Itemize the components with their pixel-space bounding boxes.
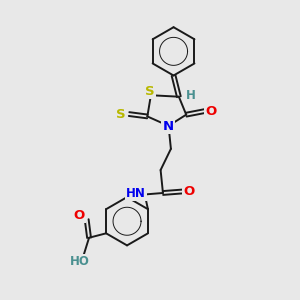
Text: HO: HO bbox=[70, 255, 90, 268]
Text: O: O bbox=[205, 105, 217, 118]
Text: S: S bbox=[145, 85, 154, 98]
Text: HN: HN bbox=[126, 187, 146, 200]
Text: H: H bbox=[186, 89, 196, 102]
Text: S: S bbox=[116, 108, 126, 121]
Text: N: N bbox=[162, 120, 173, 133]
Text: O: O bbox=[183, 185, 194, 198]
Text: O: O bbox=[74, 208, 85, 222]
